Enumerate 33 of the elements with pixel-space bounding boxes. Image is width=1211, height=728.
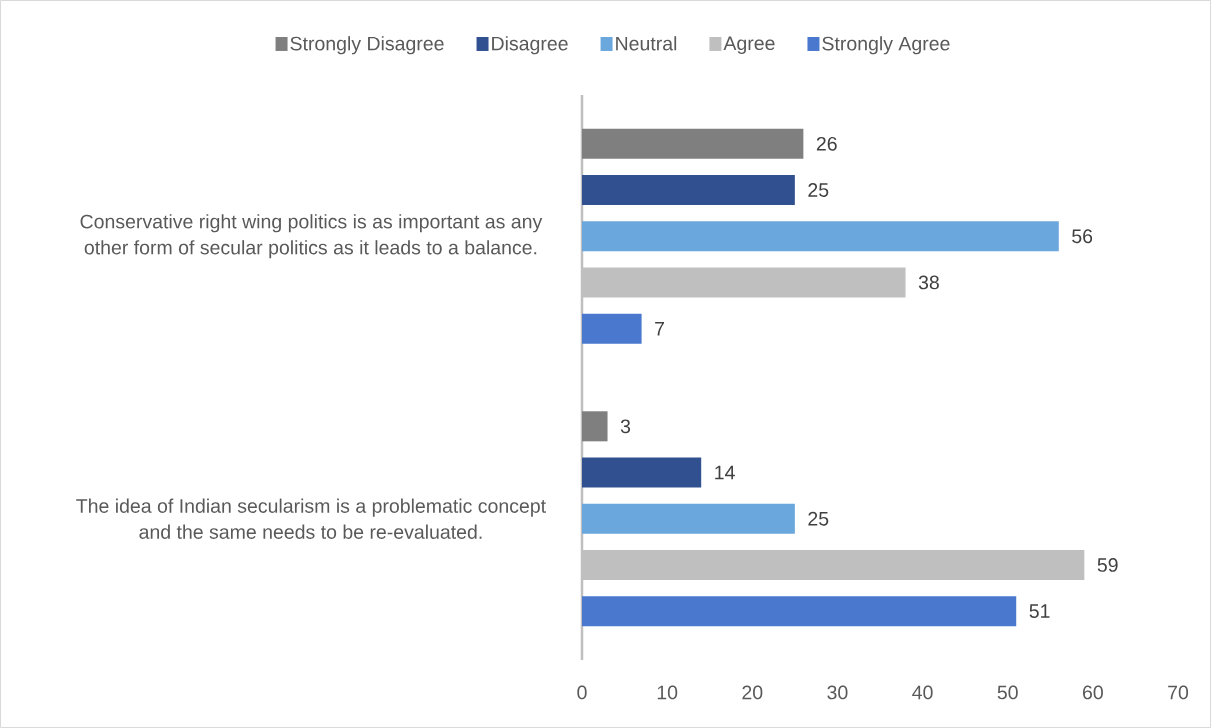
legend-label: Strongly Agree <box>822 36 950 55</box>
bar <box>582 221 1059 252</box>
x-tick-label: 30 <box>827 685 848 700</box>
bar <box>582 175 795 206</box>
legend-label: Neutral <box>616 36 677 51</box>
y-tick-label: The idea of Indian secularism is a problematic concept and the same needs to be re-evaluated. <box>76 498 546 539</box>
data-label: 26 <box>816 136 837 151</box>
x-tick-label: 70 <box>1168 685 1189 700</box>
data-label: 51 <box>1029 604 1050 618</box>
data-label: 7 <box>655 321 664 336</box>
x-tick-label: 10 <box>657 685 678 700</box>
data-label: 56 <box>1072 229 1093 244</box>
x-tick-label: 0 <box>577 685 587 700</box>
bar <box>582 596 1017 627</box>
data-label: 25 <box>808 183 829 197</box>
data-label: 38 <box>918 275 939 290</box>
legend-label: Disagree <box>492 36 568 55</box>
bar <box>582 503 795 534</box>
data-label: 14 <box>715 465 735 480</box>
data-label: 59 <box>1097 558 1118 572</box>
x-tick-label: 60 <box>1082 685 1103 700</box>
legend-label: Agree <box>723 36 775 54</box>
data-label: 25 <box>808 511 829 526</box>
y-tick-label: Conservative right wing politics is as important as any other form of secular politics as it leads to a balance. <box>80 214 543 259</box>
bar <box>582 411 608 442</box>
x-tick-label: 20 <box>742 685 763 700</box>
legend-label: Strongly Disagree <box>290 36 444 55</box>
x-tick-label: 40 <box>912 685 933 700</box>
bar <box>582 457 702 488</box>
data-label: 3 <box>620 419 631 434</box>
bar <box>582 128 804 159</box>
x-tick-label: 50 <box>997 685 1018 700</box>
bar <box>582 313 642 344</box>
